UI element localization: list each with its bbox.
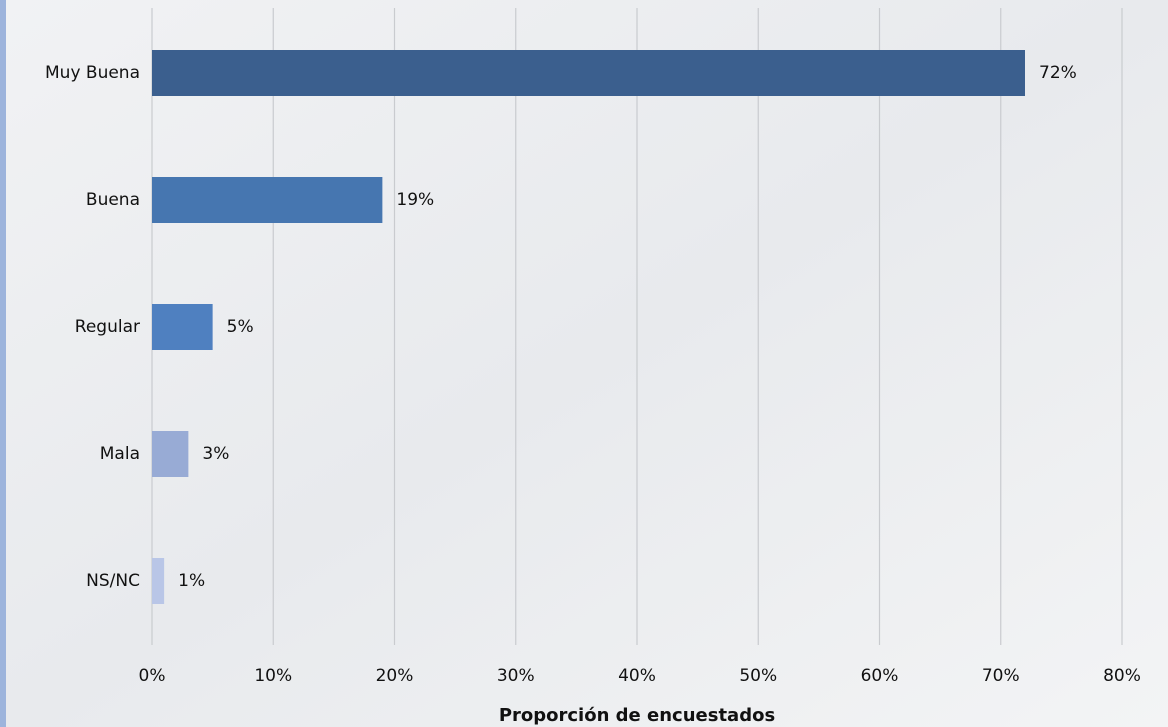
x-tick-label: 40%: [618, 666, 656, 686]
plot-area: 0% 10% 20% 30% 40% 50% 60% 70% 80% Muy Buena 72% Bu…: [45, 8, 1141, 686]
x-tick-label: 50%: [739, 666, 777, 686]
x-tick-label: 60%: [861, 666, 899, 686]
value-label: 19%: [396, 190, 434, 210]
x-axis-title: Proporción de encuestados: [499, 705, 775, 726]
category-label: Buena: [86, 190, 140, 210]
value-label: 72%: [1039, 63, 1077, 83]
category-label: NS/NC: [86, 571, 140, 591]
x-tick-label: 80%: [1103, 666, 1141, 686]
x-tick-label: 70%: [982, 666, 1020, 686]
value-label: 3%: [202, 444, 229, 464]
bar: [152, 558, 165, 604]
bar: [152, 177, 383, 223]
bar: [152, 304, 213, 350]
bar: [152, 431, 189, 477]
category-label: Regular: [75, 317, 140, 337]
category-label: Mala: [100, 444, 140, 464]
x-tick-label: 30%: [497, 666, 535, 686]
bar: [152, 50, 1025, 96]
category-label: Muy Buena: [45, 63, 140, 83]
side-stripe: [0, 0, 6, 727]
value-label: 5%: [227, 317, 254, 337]
value-label: 1%: [178, 571, 205, 591]
x-tick-label: 0%: [139, 666, 166, 686]
x-tick-label: 20%: [376, 666, 414, 686]
x-tick-label: 10%: [254, 666, 292, 686]
